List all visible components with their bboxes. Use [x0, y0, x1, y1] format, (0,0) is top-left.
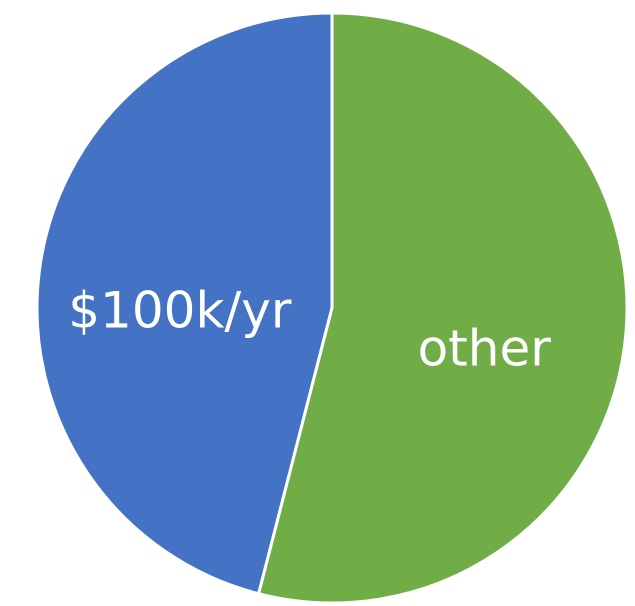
slice-label: $100k/yr: [68, 281, 292, 339]
slice-label: other: [418, 320, 552, 378]
pie-slice: [256, 11, 629, 605]
pie-slice: [35, 11, 334, 596]
